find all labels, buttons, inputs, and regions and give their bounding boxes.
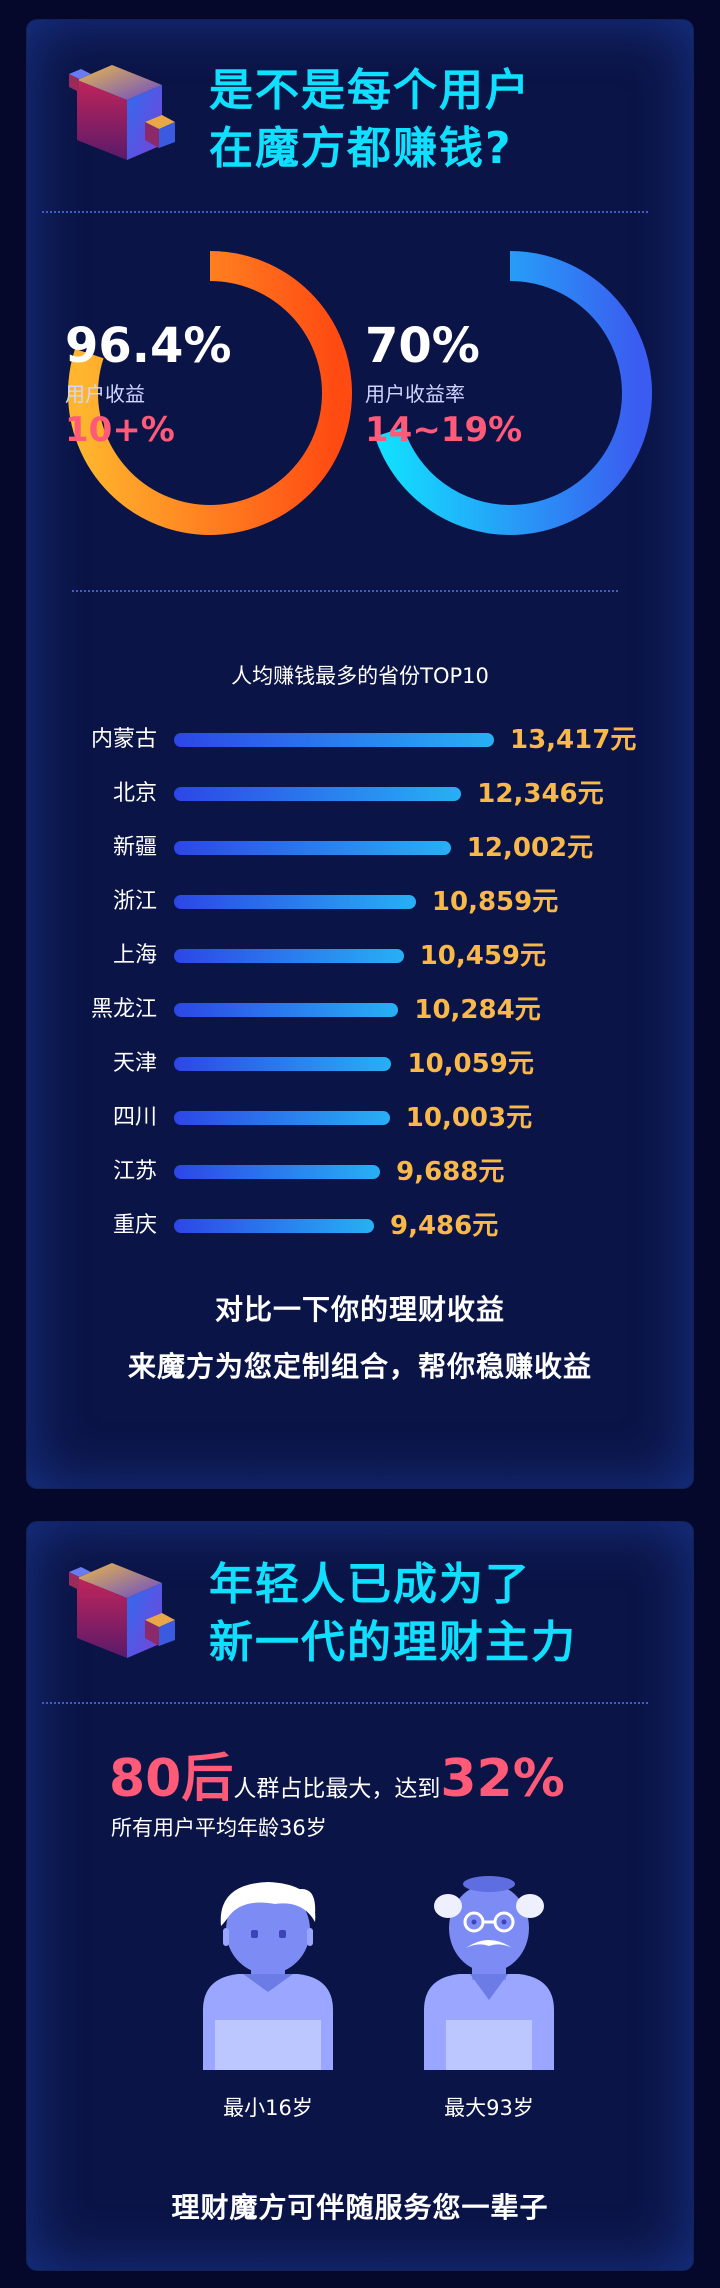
stat-line: 80后人群占比最大，达到32% bbox=[109, 1736, 565, 1811]
bar-row: 内蒙古 13,417元 bbox=[27, 720, 693, 760]
section2-heading-line2: 新一代的理财主力 bbox=[209, 1617, 577, 1668]
bar-row: 天津 10,059元 bbox=[27, 1044, 693, 1084]
cube-logo-icon bbox=[69, 65, 175, 160]
bar-value-label: 10,859元 bbox=[431, 887, 559, 917]
bar-category-label: 黑龙江 bbox=[90, 997, 157, 1022]
bottom-slogan: 理财魔方可伴随服务您一辈子 bbox=[171, 2191, 549, 2224]
bar-row: 新疆 12,002元 bbox=[27, 828, 693, 868]
ring-user-return-rate-value: 14~19% bbox=[365, 410, 523, 450]
chart-title: 人均赚钱最多的省份TOP10 bbox=[231, 664, 489, 688]
ring-user-profit-value: 10+% bbox=[65, 410, 175, 450]
section2-heading: 年轻人已成为了 新一代的理财主力 bbox=[209, 1556, 577, 1672]
bar-category-label: 浙江 bbox=[112, 889, 157, 914]
bar bbox=[174, 1219, 374, 1233]
divider bbox=[42, 211, 648, 213]
young-users-card: 年轻人已成为了 新一代的理财主力 80后人群占比最大，达到32% 所有用户平均年… bbox=[27, 1522, 693, 2270]
bar-category-label: 江苏 bbox=[112, 1159, 157, 1184]
section1-heading-line1: 是不是每个用户 bbox=[209, 65, 531, 116]
bar-category-label: 四川 bbox=[112, 1105, 157, 1130]
bar-category-label: 新疆 bbox=[112, 835, 157, 860]
divider bbox=[42, 1702, 648, 1704]
bar bbox=[174, 895, 416, 909]
stat-generation: 80后 bbox=[109, 1749, 234, 1809]
youngest-age-label: 最小16岁 bbox=[223, 2096, 313, 2120]
ring-user-profit-chart bbox=[68, 251, 352, 535]
oldest-age-label: 最大93岁 bbox=[444, 2096, 534, 2120]
bar bbox=[174, 841, 451, 855]
cube-logo-icon bbox=[69, 1563, 175, 1658]
bar bbox=[174, 787, 462, 801]
bar-category-label: 天津 bbox=[112, 1051, 157, 1076]
ring-user-return-rate: 70% 用户收益率 14~19% bbox=[365, 248, 655, 538]
bar-row: 四川 10,003元 bbox=[27, 1098, 693, 1138]
bar-row: 北京 12,346元 bbox=[27, 774, 693, 814]
ring-user-return-rate-chart bbox=[368, 251, 652, 535]
ring-user-return-rate-label: 用户收益率 bbox=[365, 382, 465, 406]
bar-row: 浙江 10,859元 bbox=[27, 882, 693, 922]
bar-category-label: 内蒙古 bbox=[90, 727, 157, 752]
ring-user-profit: 96.4% 用户收益 10+% bbox=[65, 248, 355, 538]
bar-value-label: 13,417元 bbox=[510, 725, 637, 755]
section1-heading: 是不是每个用户 在魔方都赚钱? bbox=[209, 62, 531, 178]
bar-value-label: 10,003元 bbox=[405, 1103, 533, 1133]
bar-row: 重庆 9,486元 bbox=[27, 1206, 693, 1246]
ring-user-return-rate-percent: 70% bbox=[365, 318, 480, 374]
bar-category-label: 上海 bbox=[112, 943, 157, 968]
bar-row: 上海 10,459元 bbox=[27, 936, 693, 976]
bar bbox=[174, 733, 494, 747]
bar-category-label: 北京 bbox=[112, 781, 157, 806]
stat-text: 人群占比最大，达到 bbox=[233, 1776, 441, 1802]
stat-percent: 32% bbox=[440, 1749, 565, 1809]
bar bbox=[174, 1003, 399, 1017]
stat-average-age: 所有用户平均年龄36岁 bbox=[111, 1816, 327, 1840]
bar bbox=[174, 1165, 381, 1179]
bar-value-label: 12,346元 bbox=[477, 779, 604, 809]
young-person-icon bbox=[203, 1882, 333, 2070]
earnings-card: 是不是每个用户 在魔方都赚钱? 96.4% 用户收益 10+% 70% bbox=[27, 20, 693, 1488]
bar bbox=[174, 1111, 390, 1125]
section1-heading-line2: 在魔方都赚钱? bbox=[209, 123, 513, 174]
ring-user-profit-percent: 96.4% bbox=[65, 318, 232, 374]
bar-row: 黑龙江 10,284元 bbox=[27, 990, 693, 1030]
divider bbox=[72, 590, 618, 592]
ring-user-profit-label: 用户收益 bbox=[65, 382, 145, 406]
bar-value-label: 10,459元 bbox=[419, 941, 547, 971]
cta-line2: 来魔方为您定制组合，帮你稳赚收益 bbox=[127, 1350, 592, 1383]
bar-value-label: 9,486元 bbox=[390, 1211, 499, 1241]
bar-row: 江苏 9,688元 bbox=[27, 1152, 693, 1192]
bar bbox=[174, 1057, 392, 1071]
bar-category-label: 重庆 bbox=[112, 1213, 157, 1238]
bar-value-label: 12,002元 bbox=[466, 833, 594, 863]
bar-value-label: 10,284元 bbox=[414, 995, 541, 1025]
bar-value-label: 10,059元 bbox=[407, 1049, 534, 1079]
old-person-icon bbox=[424, 1876, 554, 2070]
bar-value-label: 9,688元 bbox=[396, 1157, 505, 1187]
section2-heading-line1: 年轻人已成为了 bbox=[209, 1559, 531, 1610]
bar bbox=[174, 949, 404, 963]
cta-line1: 对比一下你的理财收益 bbox=[214, 1293, 505, 1326]
